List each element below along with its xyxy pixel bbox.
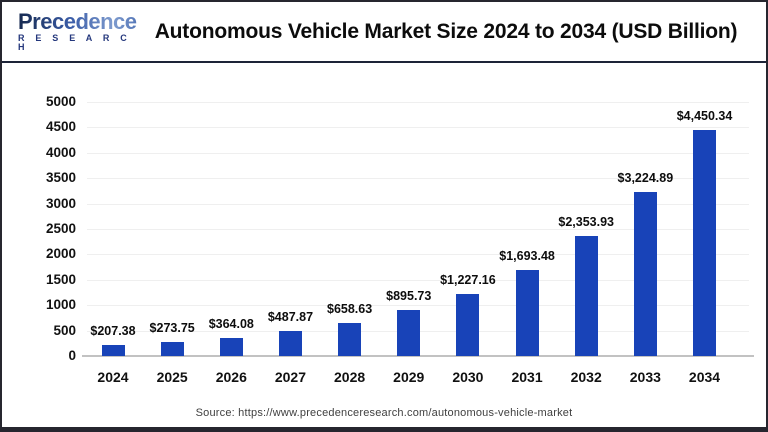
x-tick-label: 2026 [215,369,247,385]
x-tick-label: 2031 [511,369,543,385]
bar-value-label: $2,353.93 [558,215,614,230]
gridline [87,305,749,307]
x-tick-label: 2024 [97,369,129,385]
x-tick-label: 2032 [570,369,602,385]
bar-2031 [515,269,539,356]
y-tick-label: 4000 [45,144,76,160]
y-tick-label: 0 [68,348,76,363]
logo-subtext: R E S E A R C H [18,33,131,52]
bar-2033 [633,192,657,356]
precedence-research-logo: Precedence R E S E A R C H [18,9,137,52]
gridline [87,127,749,129]
bar-value-label: $658.63 [327,301,373,316]
bar-2034 [693,129,716,356]
bar-value-label: $1,693.48 [499,248,555,263]
logo-wordmark: Precedence [18,9,137,34]
x-tick-label: 2033 [629,369,661,385]
y-tick-label: 3000 [45,195,76,211]
gridline [87,178,749,180]
x-tick-label: 2025 [156,369,188,385]
x-tick-label: 2028 [334,369,366,385]
y-tick-label: 3500 [45,170,76,186]
y-tick-label: 5000 [45,94,76,109]
y-tick-label: 1500 [45,271,76,287]
bar-value-label: $207.38 [90,324,136,339]
gridline [87,279,749,281]
bar-value-label: $273.75 [149,321,195,336]
y-tick-label: 2500 [45,221,76,236]
y-tick-label: 500 [53,322,76,338]
y-tick-label: 4500 [45,119,76,135]
bar-value-label: $895.73 [386,289,432,304]
bar-value-label: $1,227.16 [440,272,496,287]
bar-2032 [574,236,598,356]
page-title: Autonomous Vehicle Market Size 2024 to 2… [154,19,738,43]
bar-2025 [160,342,184,356]
x-tick-label: 2027 [274,369,307,385]
bar-value-label: $4,450.34 [676,108,733,123]
bar-value-label: $3,224.89 [617,171,674,186]
gridline [87,152,749,154]
gridline [87,254,749,256]
y-tick-label: 2000 [45,246,76,262]
source-text: Source: https://www.precedenceresearch.c… [195,407,573,419]
bar-2026 [219,337,243,356]
y-tick-label: 1000 [45,297,76,313]
header: Precedence R E S E A R C H Autonomous Ve… [2,2,766,63]
chart-region: Source: https://www.precedenceresearch.c… [4,67,764,422]
bar-2030 [456,293,480,356]
bar-value-label: $487.87 [267,310,314,325]
bar-2024 [101,345,125,356]
x-axis-line [82,355,754,357]
bar-2027 [278,331,302,356]
gridline [87,229,749,230]
x-tick-label: 2030 [452,369,484,385]
bar-2029 [397,310,421,356]
x-tick-label: 2029 [393,369,425,385]
x-tick-label: 2034 [688,369,721,385]
bar-2028 [338,322,362,356]
bar-value-label: $364.08 [208,316,254,331]
gridline [87,102,749,103]
gridline [87,203,749,205]
